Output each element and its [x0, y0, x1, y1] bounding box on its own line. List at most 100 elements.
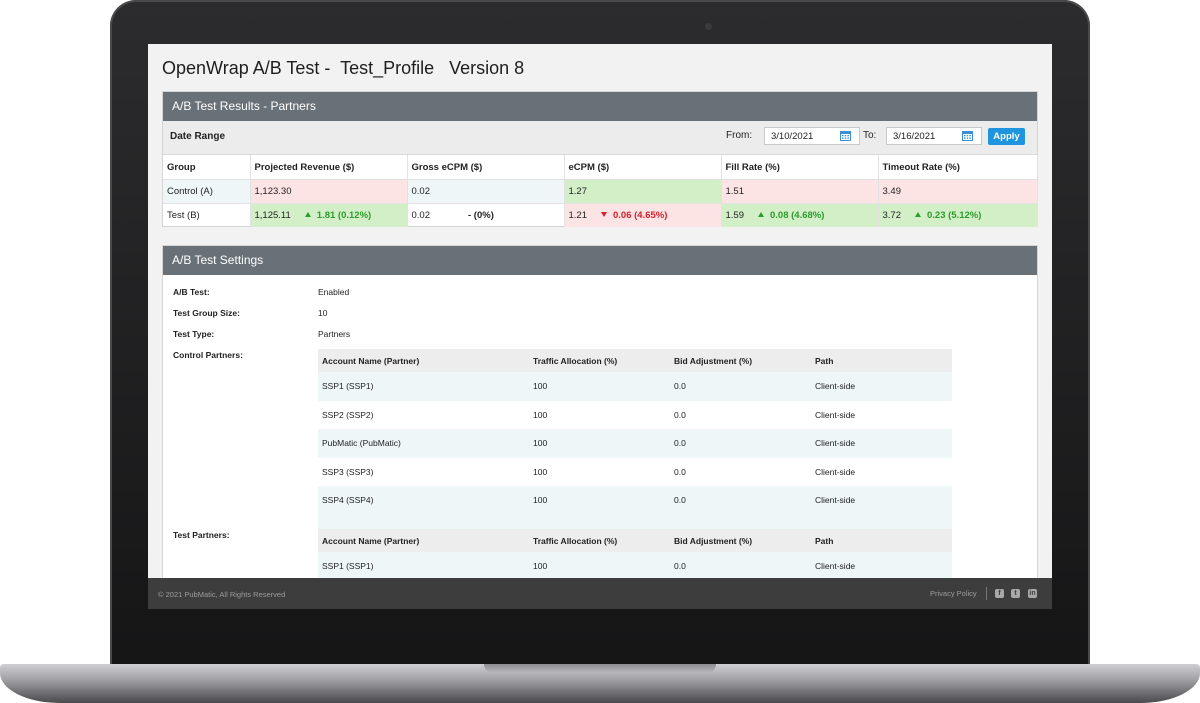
table-row: SSP1 (SSP1) 100 0.0 Client-side [318, 372, 952, 401]
col-projected-revenue: Projected Revenue ($) [250, 155, 408, 180]
group-size-value: 10 [318, 308, 328, 318]
col-group: Group [163, 155, 251, 180]
up-arrow-icon [915, 212, 921, 217]
col-path: Path [811, 529, 952, 552]
test-timeout-rate: 3.72 [882, 210, 902, 221]
col-gross-ecpm: Gross eCPM ($) [407, 155, 565, 180]
calendar-icon[interactable] [962, 130, 973, 141]
fill-rate-delta-value: 0.08 (4.68%) [770, 210, 825, 221]
from-label: From: [726, 130, 753, 141]
test-partners-table: Account Name (Partner) Traffic Allocatio… [318, 529, 952, 581]
page-title: OpenWrap A/B Test - Test_Profile Version… [162, 58, 525, 78]
up-arrow-icon [304, 212, 311, 217]
table-row: SSP3 (SSP3) 100 0.0 Client-side [318, 457, 952, 486]
test-type-value: Partners [318, 329, 351, 339]
path: Client-side [811, 372, 952, 401]
path: Client-side [811, 400, 952, 429]
test-group: Test (B) [163, 203, 251, 227]
copyright-text: © 2021 PubMatic, All Rights Reserved [158, 590, 286, 599]
bid-adjustment: 0.0 [670, 429, 811, 458]
table-row: SSP4 (SSP4) 100 0.0 Client-side [318, 486, 952, 515]
col-account-name: Account Name (Partner) [318, 349, 529, 372]
ecpm-delta: 0.06 (4.65%) [601, 210, 667, 221]
account-name: SSP1 (SSP1) [318, 552, 529, 581]
control-group: Control (A) [163, 179, 251, 204]
date-range-label: Date Range [170, 131, 226, 142]
ab-test-label: A/B Test: [173, 287, 210, 297]
account-name: SSP3 (SSP3) [318, 457, 529, 486]
to-label: To: [863, 130, 877, 141]
account-name: PubMatic (PubMatic) [318, 429, 529, 458]
screen: OpenWrap A/B Test - Test_Profile Version… [148, 44, 1052, 609]
bid-adjustment: 0.0 [670, 552, 811, 581]
control-projected-revenue: 1,123.30 [250, 179, 408, 204]
projected-revenue-delta-value: 1.81 (0.12%) [316, 210, 372, 221]
test-row: Test (B) 1,125.11 1.81 (0.12%) 0.02 - (0%)… [163, 203, 1038, 227]
test-projected-revenue: 1,125.11 [254, 210, 291, 221]
control-partners-table: Account Name (Partner) Traffic Allocatio… [318, 349, 952, 532]
traffic-allocation: 100 [529, 486, 670, 515]
traffic-allocation: 100 [529, 372, 670, 401]
footer-divider [986, 587, 987, 600]
traffic-allocation: 100 [529, 400, 670, 429]
to-date-input[interactable]: 3/16/2021 [886, 127, 982, 145]
from-date-input[interactable]: 3/10/2021 [764, 127, 860, 145]
account-name: SSP2 (SSP2) [318, 400, 529, 429]
gross-ecpm-delta: - (0%) [468, 210, 494, 221]
partners-header-row: Account Name (Partner) Traffic Allocatio… [318, 529, 952, 552]
test-ecpm: 1.21 [568, 210, 588, 221]
up-arrow-icon [758, 212, 764, 217]
laptop-notch [484, 664, 716, 673]
control-timeout-rate: 3.49 [878, 179, 1038, 204]
col-bid-adjustment: Bid Adjustment (%) [670, 529, 811, 552]
linkedin-icon[interactable]: in [1028, 589, 1037, 598]
test-timeout-rate-cell: 3.72 0.23 (5.12%) [878, 203, 1038, 227]
control-gross-ecpm: 0.02 [407, 179, 565, 204]
timeout-rate-delta: 0.23 (5.12%) [915, 210, 981, 221]
apply-button[interactable]: Apply [988, 128, 1025, 145]
test-projected-revenue-cell: 1,125.11 1.81 (0.12%) [250, 203, 408, 227]
control-row: Control (A) 1,123.30 0.02 1.27 1.51 3.49 [163, 179, 1038, 204]
privacy-policy-link[interactable]: Privacy Policy [930, 589, 977, 598]
path: Client-side [811, 486, 952, 515]
test-fill-rate: 1.59 [725, 210, 745, 221]
path: Client-side [811, 552, 952, 581]
traffic-allocation: 100 [529, 552, 670, 581]
projected-revenue-delta: 1.81 (0.12%) [304, 210, 372, 221]
col-ecpm: eCPM ($) [564, 155, 722, 180]
col-bid-adjustment: Bid Adjustment (%) [670, 349, 811, 372]
down-arrow-icon [601, 212, 607, 217]
control-fill-rate: 1.51 [721, 179, 879, 204]
bid-adjustment: 0.0 [670, 400, 811, 429]
settings-header: A/B Test Settings [163, 246, 1037, 275]
date-range-bar: Date Range From: 3/10/2021 To: 3/16/2021… [163, 121, 1037, 155]
col-path: Path [811, 349, 952, 372]
bid-adjustment: 0.0 [670, 486, 811, 515]
results-header-row: Group Projected Revenue ($) Gross eCPM (… [163, 155, 1038, 180]
timeout-rate-delta-value: 0.23 (5.12%) [927, 210, 982, 221]
test-partners-label: Test Partners: [173, 530, 230, 540]
table-row: SSP1 (SSP1) 100 0.0 Client-side [318, 552, 952, 581]
facebook-icon[interactable]: f [995, 589, 1004, 598]
traffic-allocation: 100 [529, 457, 670, 486]
camera [705, 23, 712, 30]
twitter-icon[interactable]: t [1011, 589, 1020, 598]
col-traffic-allocation: Traffic Allocation (%) [529, 529, 670, 552]
settings-panel: A/B Test Settings A/B Test: Enabled Test… [162, 245, 1038, 586]
path: Client-side [811, 457, 952, 486]
results-header: A/B Test Results - Partners [163, 92, 1037, 121]
table-padding-row [318, 514, 952, 532]
col-account-name: Account Name (Partner) [318, 529, 529, 552]
account-name: SSP4 (SSP4) [318, 486, 529, 515]
col-traffic-allocation: Traffic Allocation (%) [529, 349, 670, 372]
test-ecpm-cell: 1.21 0.06 (4.65%) [564, 203, 722, 227]
control-partners-label: Control Partners: [173, 350, 243, 360]
partners-header-row: Account Name (Partner) Traffic Allocatio… [318, 349, 952, 372]
results-panel: A/B Test Results - Partners Date Range F… [162, 91, 1038, 227]
col-timeout-rate: Timeout Rate (%) [878, 155, 1038, 180]
table-row: SSP2 (SSP2) 100 0.0 Client-side [318, 400, 952, 429]
calendar-icon[interactable] [840, 130, 851, 141]
ab-test-value: Enabled [318, 287, 350, 297]
footer: © 2021 PubMatic, All Rights Reserved Pri… [148, 578, 1052, 609]
control-ecpm: 1.27 [564, 179, 722, 204]
